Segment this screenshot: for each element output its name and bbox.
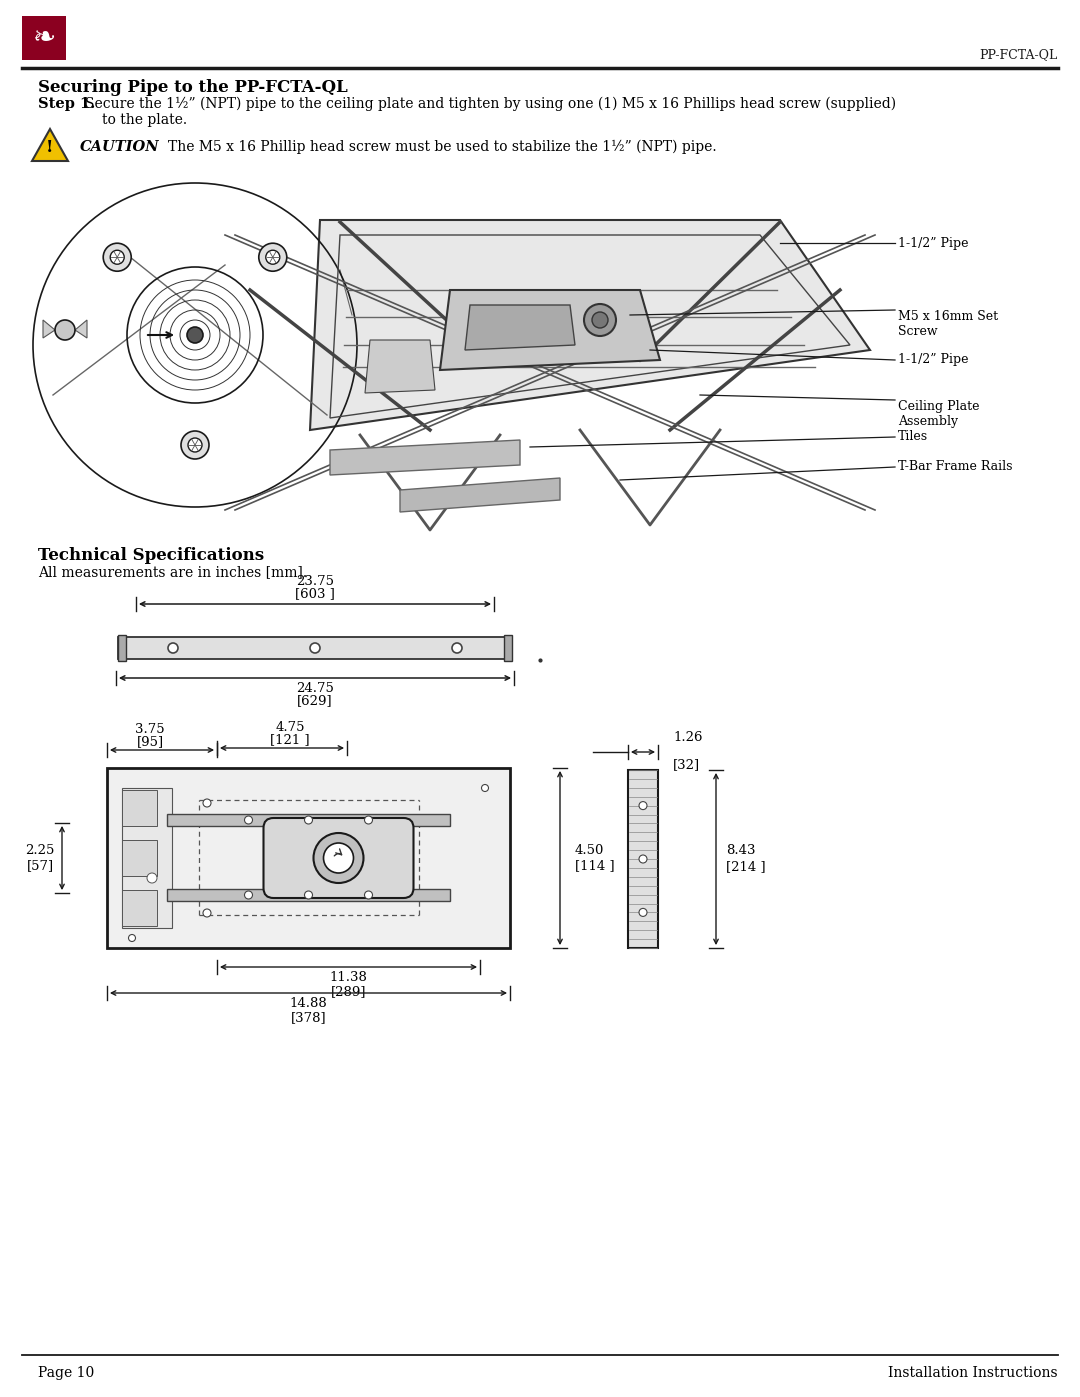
Text: [603 ]: [603 ] bbox=[295, 587, 335, 599]
Circle shape bbox=[592, 312, 608, 328]
Polygon shape bbox=[122, 788, 172, 928]
Polygon shape bbox=[400, 478, 561, 511]
Text: Ceiling Plate
Assembly: Ceiling Plate Assembly bbox=[897, 400, 980, 427]
Text: 24.75: 24.75 bbox=[296, 682, 334, 694]
Text: ❧: ❧ bbox=[32, 24, 56, 52]
Circle shape bbox=[143, 909, 151, 916]
Text: [378]: [378] bbox=[291, 1011, 326, 1024]
Text: [629]: [629] bbox=[297, 694, 333, 707]
Text: Installation Instructions: Installation Instructions bbox=[889, 1366, 1058, 1380]
Bar bbox=[167, 888, 450, 901]
Circle shape bbox=[181, 432, 210, 460]
Circle shape bbox=[110, 250, 124, 264]
Text: 2.25: 2.25 bbox=[25, 844, 54, 856]
FancyBboxPatch shape bbox=[264, 819, 414, 898]
Text: 1-1/2” Pipe: 1-1/2” Pipe bbox=[897, 353, 969, 366]
Bar bbox=[122, 890, 157, 926]
Circle shape bbox=[104, 243, 131, 271]
Polygon shape bbox=[75, 320, 87, 338]
Text: 3.75: 3.75 bbox=[135, 724, 165, 736]
Circle shape bbox=[203, 909, 211, 916]
Text: 8.43: 8.43 bbox=[726, 845, 756, 858]
Circle shape bbox=[147, 873, 157, 883]
Text: 14.88: 14.88 bbox=[289, 997, 327, 1010]
Text: 23.75: 23.75 bbox=[296, 576, 334, 588]
Text: [114 ]: [114 ] bbox=[575, 859, 615, 873]
Circle shape bbox=[639, 802, 647, 810]
Circle shape bbox=[639, 855, 647, 863]
Circle shape bbox=[305, 891, 312, 900]
Text: 1-1/2” Pipe: 1-1/2” Pipe bbox=[897, 236, 969, 250]
Bar bbox=[122, 840, 157, 876]
Text: to the plate.: to the plate. bbox=[102, 113, 187, 127]
Text: 4.75: 4.75 bbox=[275, 721, 305, 733]
Circle shape bbox=[259, 243, 287, 271]
Circle shape bbox=[168, 643, 178, 652]
Bar bbox=[118, 637, 512, 659]
Circle shape bbox=[188, 439, 202, 453]
Text: M5 x 16mm Set
Screw: M5 x 16mm Set Screw bbox=[897, 310, 998, 338]
Circle shape bbox=[453, 643, 462, 652]
Circle shape bbox=[187, 327, 203, 344]
Circle shape bbox=[313, 833, 364, 883]
Polygon shape bbox=[365, 339, 435, 393]
Bar bbox=[167, 814, 450, 826]
Text: [32]: [32] bbox=[673, 759, 700, 771]
Text: Page 10: Page 10 bbox=[38, 1366, 94, 1380]
Circle shape bbox=[266, 250, 280, 264]
Circle shape bbox=[129, 935, 135, 942]
Bar bbox=[504, 636, 512, 661]
Text: 1.26: 1.26 bbox=[673, 731, 702, 745]
Text: [121 ]: [121 ] bbox=[270, 733, 310, 746]
Text: !: ! bbox=[46, 138, 54, 155]
FancyBboxPatch shape bbox=[22, 15, 66, 60]
Circle shape bbox=[310, 643, 320, 652]
Circle shape bbox=[365, 816, 373, 824]
Text: Secure the 1½” (NPT) pipe to the ceiling plate and tighten by using one (1) M5 x: Secure the 1½” (NPT) pipe to the ceiling… bbox=[85, 96, 896, 112]
Circle shape bbox=[305, 816, 312, 824]
Polygon shape bbox=[330, 440, 519, 475]
Circle shape bbox=[203, 799, 211, 807]
Polygon shape bbox=[440, 291, 660, 370]
Bar bbox=[118, 636, 126, 661]
Bar bbox=[107, 768, 510, 949]
Circle shape bbox=[584, 305, 616, 337]
Text: [214 ]: [214 ] bbox=[726, 861, 766, 873]
Text: CAUTION: CAUTION bbox=[80, 140, 160, 154]
Text: [95]: [95] bbox=[136, 735, 163, 747]
Text: 4.50: 4.50 bbox=[575, 844, 605, 856]
Polygon shape bbox=[43, 320, 55, 338]
Circle shape bbox=[639, 908, 647, 916]
Text: The M5 x 16 Phillip head screw must be used to stabilize the 1½” (NPT) pipe.: The M5 x 16 Phillip head screw must be u… bbox=[168, 140, 717, 154]
Text: Securing Pipe to the PP-FCTA-QL: Securing Pipe to the PP-FCTA-QL bbox=[38, 78, 348, 95]
Circle shape bbox=[244, 816, 253, 824]
Circle shape bbox=[55, 320, 75, 339]
Bar bbox=[627, 770, 658, 949]
Text: [289]: [289] bbox=[330, 985, 366, 997]
Text: Technical Specifications: Technical Specifications bbox=[38, 546, 265, 563]
Text: Step 1.: Step 1. bbox=[38, 96, 95, 110]
Circle shape bbox=[365, 891, 373, 900]
Circle shape bbox=[244, 891, 253, 900]
Circle shape bbox=[324, 842, 353, 873]
Bar bbox=[122, 789, 157, 826]
Text: All measurements are in inches [mm].: All measurements are in inches [mm]. bbox=[38, 564, 307, 578]
Text: Tiles: Tiles bbox=[897, 430, 928, 443]
Circle shape bbox=[143, 799, 151, 807]
Text: PP-FCTA-QL: PP-FCTA-QL bbox=[980, 49, 1058, 61]
Polygon shape bbox=[310, 219, 870, 430]
Circle shape bbox=[482, 785, 488, 792]
Text: 11.38: 11.38 bbox=[329, 971, 367, 983]
Polygon shape bbox=[465, 305, 575, 351]
Text: [57]: [57] bbox=[27, 859, 54, 873]
Text: T-Bar Frame Rails: T-Bar Frame Rails bbox=[897, 461, 1013, 474]
Polygon shape bbox=[32, 129, 68, 161]
